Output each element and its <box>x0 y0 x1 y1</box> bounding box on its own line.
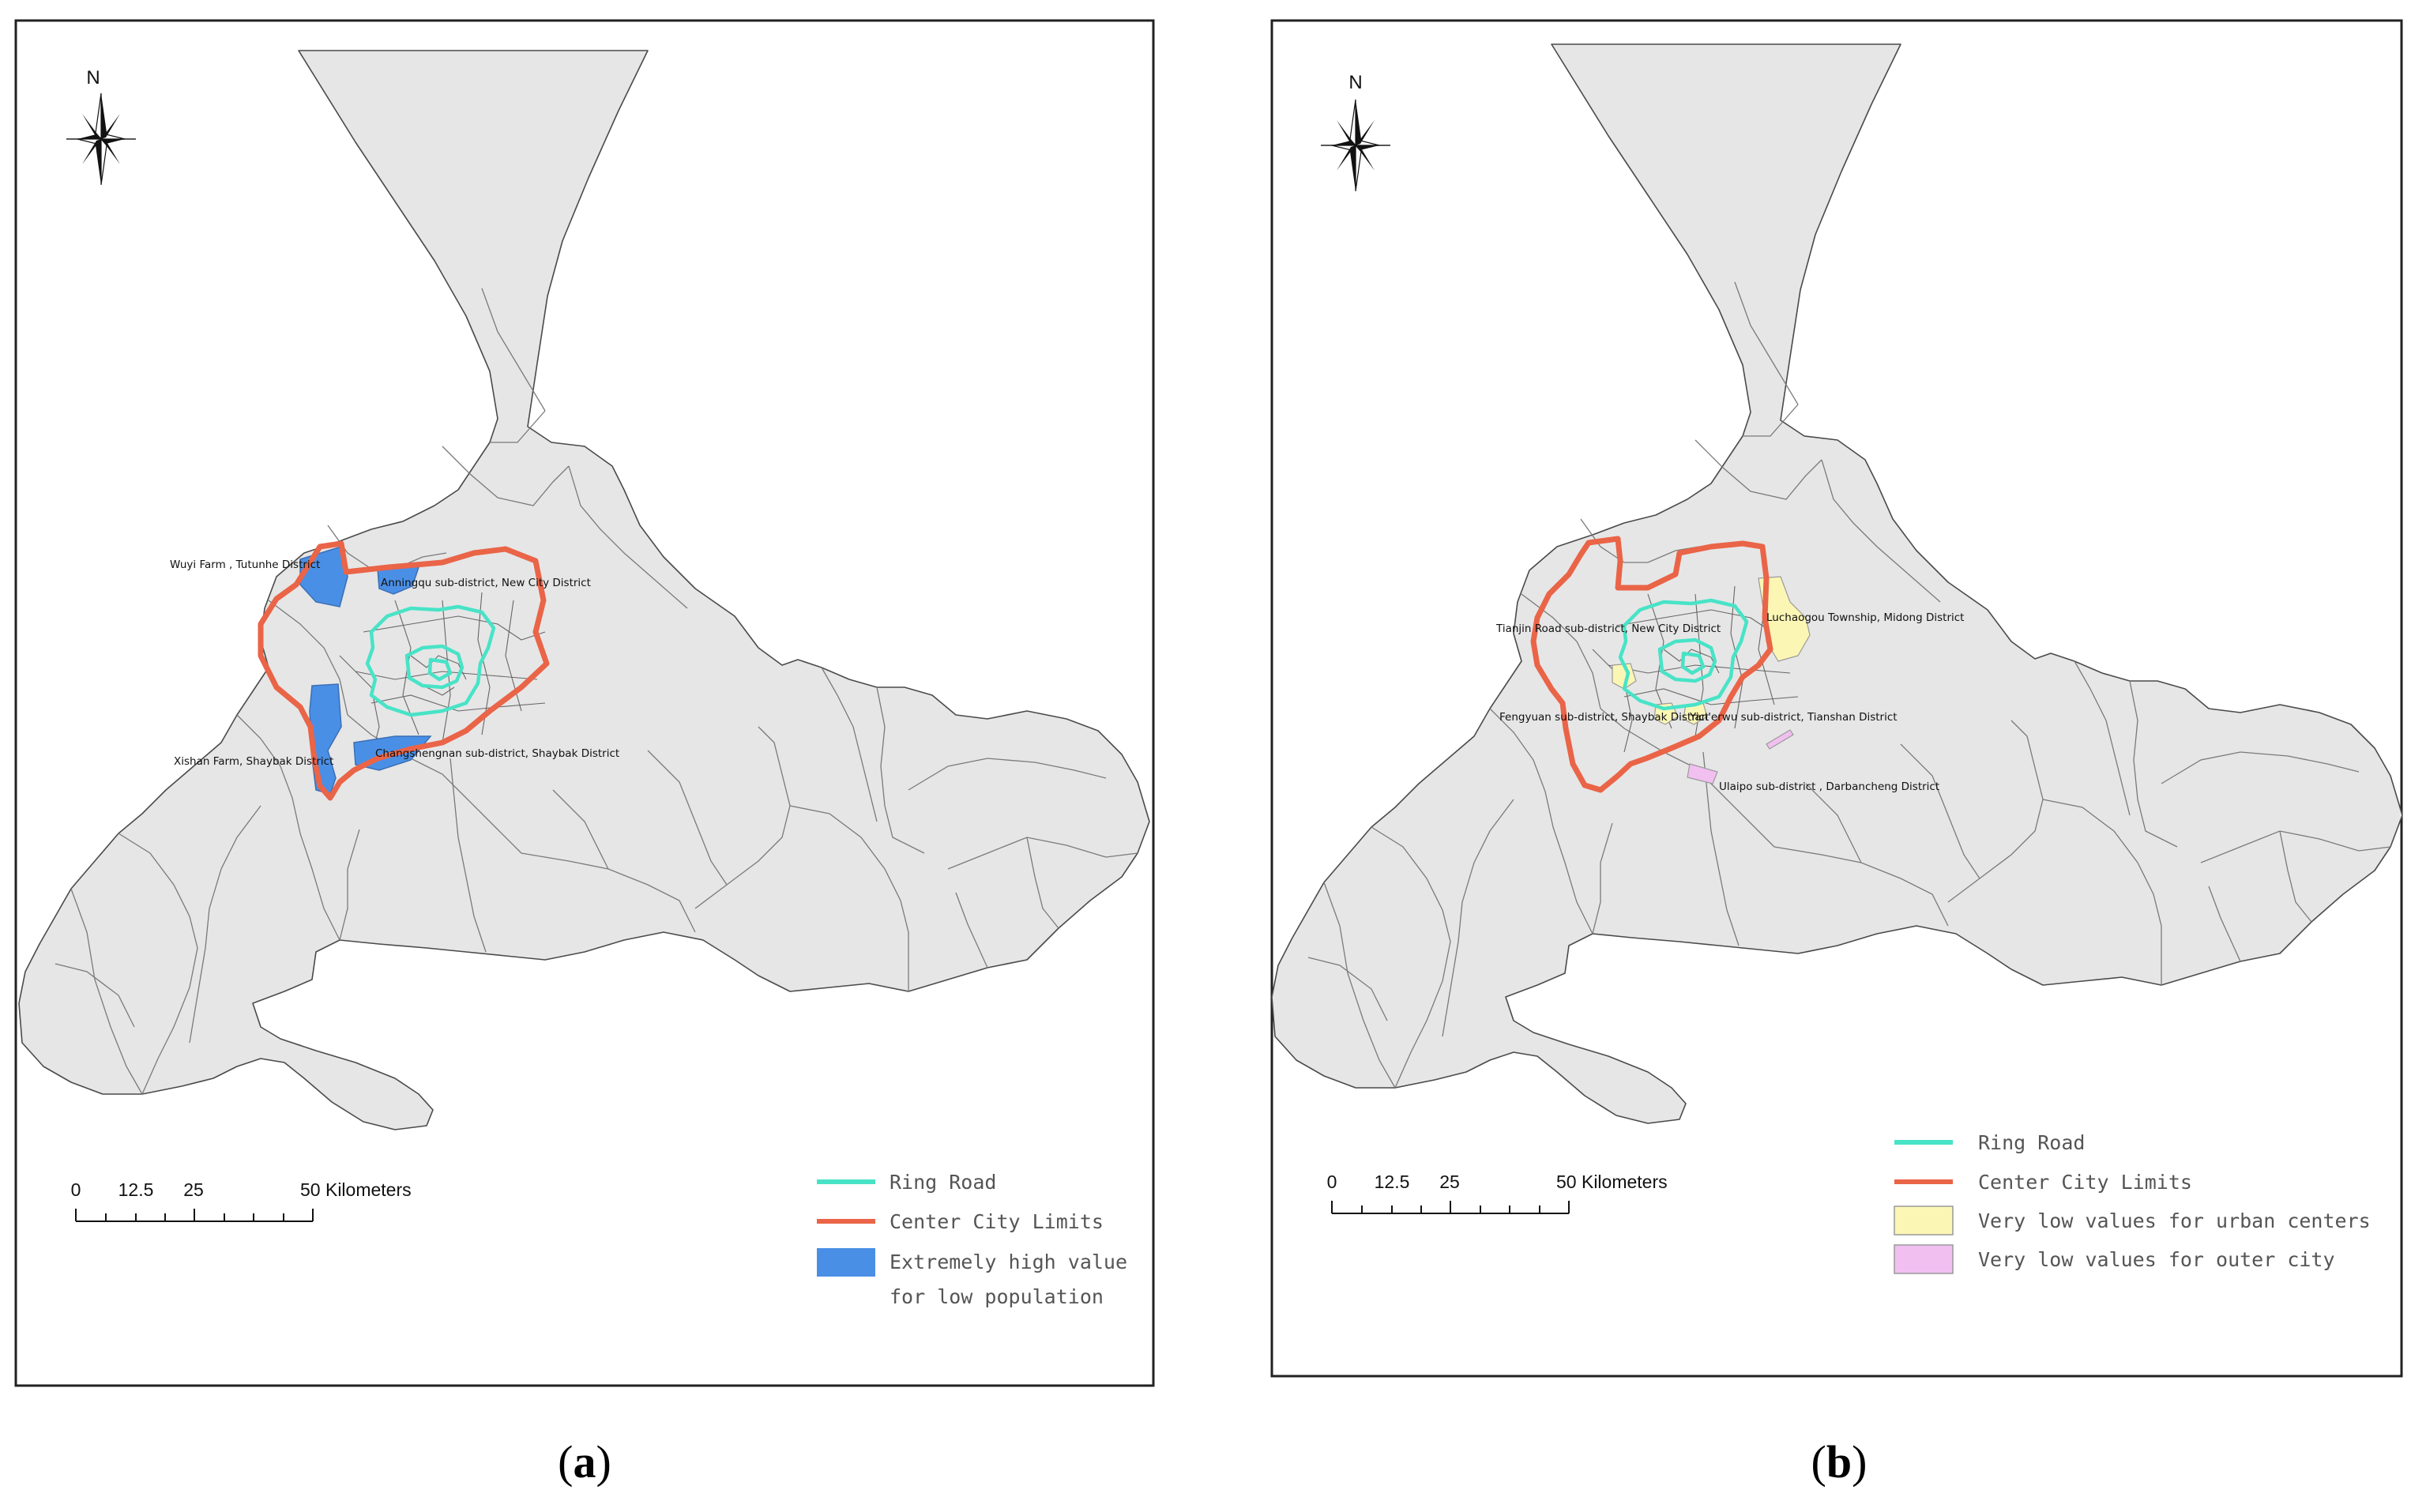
scale-bar: 0 12.5 25 50 Kilometers <box>71 1179 412 1222</box>
city-boundary <box>18 50 1150 1130</box>
north-arrow: N <box>1321 72 1390 192</box>
legend-label: Ring Road <box>1978 1131 2085 1154</box>
caption-letter: b <box>1826 1436 1852 1488</box>
map-panel-b: Tianjin Road sub-district, New City Dist… <box>1206 0 2411 1512</box>
place-label: Wuyi Farm , Tutunhe District <box>170 559 320 571</box>
place-labels: Tianjin Road sub-district, New City Dist… <box>1495 611 1964 793</box>
legend-high-value-symbol <box>817 1248 875 1277</box>
panel-caption: (a) <box>558 1436 611 1488</box>
north-arrow: N <box>66 67 136 186</box>
legend-label: Center City Limits <box>1978 1171 2192 1194</box>
place-label: Luchaogou Township, Midong District <box>1766 611 1964 624</box>
legend-label: Ring Road <box>890 1171 996 1194</box>
area-ulaipo <box>1687 763 1718 784</box>
map-panel-a: Wuyi Farm , Tutunhe District Anningqu su… <box>14 19 1155 1488</box>
scale-bar: 0 12.5 25 50 Kilometers <box>1327 1172 1668 1214</box>
legend-label: Center City Limits <box>890 1210 1104 1233</box>
place-label: Tianjin Road sub-district, New City Dist… <box>1495 622 1721 635</box>
center-city-limits-line <box>1530 536 1773 793</box>
map-a-svg: Wuyi Farm , Tutunhe District Anningqu su… <box>14 19 1155 1488</box>
caption-letter: a <box>574 1436 596 1488</box>
legend: Ring Road Center City Limits Extremely h… <box>817 1171 1127 1308</box>
legend-urban-low-symbol <box>1894 1205 1954 1236</box>
legend-outer-low-symbol <box>1894 1244 1954 1274</box>
city-boundary <box>1271 43 2403 1124</box>
panel-caption: (b) <box>1811 1436 1867 1488</box>
place-label: Anningqu sub-district, New City District <box>381 577 591 589</box>
area-ulaipo-strip <box>1766 729 1794 750</box>
place-label: Fengyuan sub-district, Shaybak District <box>1499 711 1709 724</box>
place-labels: Wuyi Farm , Tutunhe District Anningqu su… <box>170 559 619 768</box>
center-city-limits-line <box>258 540 550 801</box>
ring-road-lines <box>1618 598 1749 711</box>
place-label: Xishan Farm, Shaybak District <box>174 755 333 768</box>
area-tianjin-road <box>1612 663 1637 690</box>
scale-tick-label: 25 <box>1439 1172 1460 1192</box>
north-arrow-icon <box>66 92 136 186</box>
scale-tick-label: 0 <box>1327 1172 1337 1192</box>
legend-label: Very low values for urban centers <box>1978 1209 2371 1232</box>
legend-label: Very low values for outer city <box>1978 1248 2335 1271</box>
legend-label: for low population <box>890 1285 1104 1308</box>
place-label: Ulaipo sub-district , Darbancheng Distri… <box>1719 780 1939 793</box>
scale-tick-label: 12.5 <box>1375 1172 1410 1192</box>
district-borders <box>55 288 1138 1095</box>
scale-tick-label: 25 <box>183 1179 204 1200</box>
scale-tick-label: 0 <box>71 1179 81 1200</box>
place-label: Changshengnan sub-district, Shaybak Dist… <box>375 747 619 760</box>
scale-tick-label: 50 Kilometers <box>300 1179 412 1200</box>
legend: Ring Road Center City Limits Very low va… <box>1894 1131 2371 1274</box>
legend-label: Extremely high value <box>890 1251 1127 1273</box>
scale-tick-label: 12.5 <box>118 1179 154 1200</box>
district-borders <box>1307 281 2391 1089</box>
place-label: Yan'erwu sub-district, Tianshan District <box>1689 711 1898 724</box>
north-label: N <box>1348 72 1362 93</box>
north-arrow-icon <box>1321 99 1390 192</box>
north-label: N <box>86 67 100 88</box>
ring-road-lines <box>365 604 496 717</box>
map-b-svg: Tianjin Road sub-district, New City Dist… <box>1270 19 2403 1488</box>
scale-tick-label: 50 Kilometers <box>1556 1172 1668 1192</box>
